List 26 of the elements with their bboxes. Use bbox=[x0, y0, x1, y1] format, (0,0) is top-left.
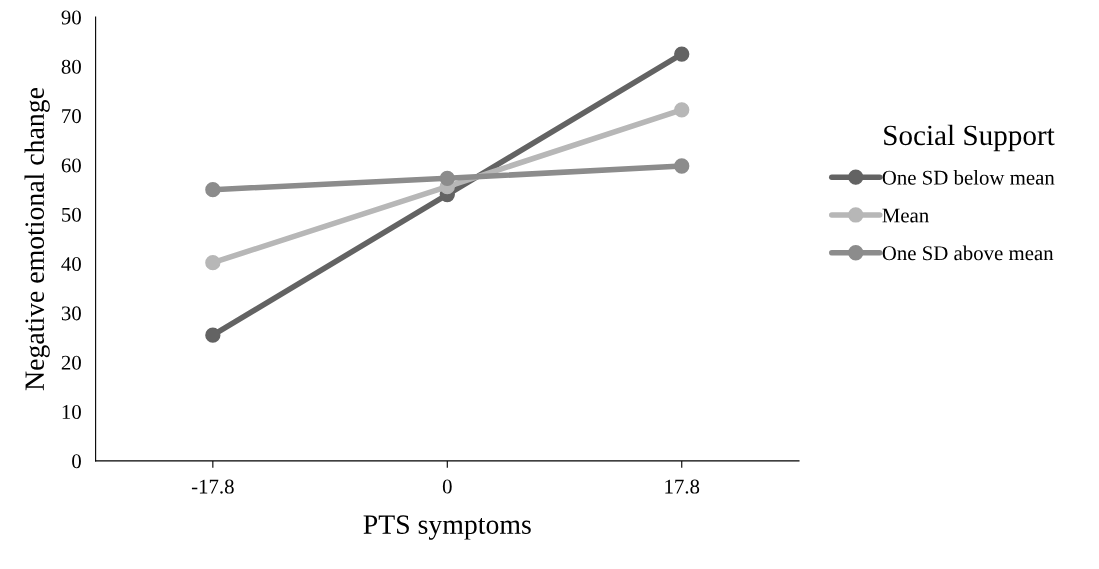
point bbox=[205, 255, 221, 271]
legend-label: Mean bbox=[882, 208, 929, 223]
y-tick-label: 40 bbox=[61, 257, 81, 272]
y-tick-label: 60 bbox=[61, 158, 81, 173]
y-tick-label: 50 bbox=[62, 207, 81, 222]
y-tick-label: 70 bbox=[62, 109, 81, 124]
x-tick-label: 0 bbox=[442, 479, 452, 494]
point bbox=[674, 102, 690, 118]
legend-label: One SD above mean bbox=[882, 245, 1054, 261]
y-tick-label: 20 bbox=[61, 355, 81, 370]
y-tick-label: 10 bbox=[62, 404, 81, 420]
point bbox=[439, 170, 455, 186]
y-tick-label: 30 bbox=[61, 306, 81, 321]
x-tick-label: -17.8 bbox=[191, 479, 234, 494]
y-axis-title: Negative emotional change bbox=[24, 88, 50, 391]
x-tick-label: 17.8 bbox=[665, 479, 700, 494]
point bbox=[674, 46, 690, 62]
y-tick-label: 0 bbox=[72, 454, 81, 469]
legend-label: One SD below mean bbox=[882, 170, 1055, 185]
point bbox=[674, 158, 690, 174]
y-tick-label: 80 bbox=[61, 59, 81, 74]
x-axis-title: PTS symptoms bbox=[363, 515, 531, 540]
legend-title: Social Support bbox=[884, 124, 1055, 152]
point bbox=[205, 327, 221, 343]
point bbox=[205, 182, 221, 198]
y-tick-label: 90 bbox=[61, 10, 81, 25]
